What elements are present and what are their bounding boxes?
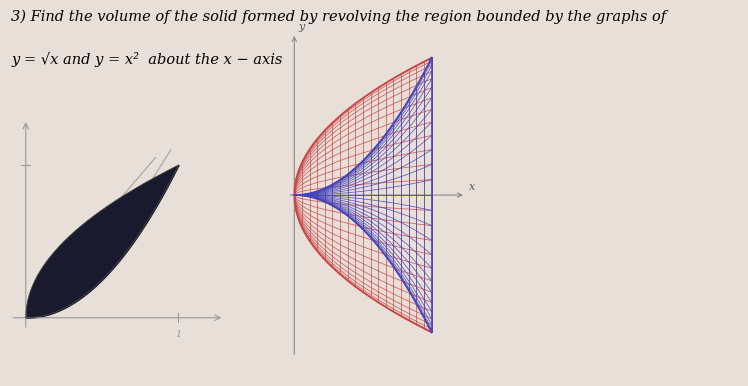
Text: y: y [298, 22, 304, 32]
Text: 3) Find the volume of the solid formed by revolving the region bounded by the gr: 3) Find the volume of the solid formed b… [11, 10, 666, 24]
Text: y = √x and y = x²  about the x − axis: y = √x and y = x² about the x − axis [11, 52, 283, 67]
Text: 1: 1 [175, 330, 182, 339]
Text: x: x [469, 181, 475, 191]
